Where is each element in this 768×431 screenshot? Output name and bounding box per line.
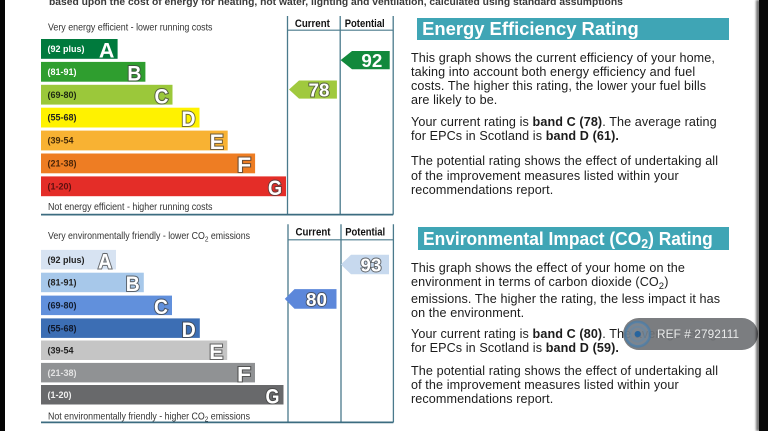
svg-text:Very environmentally friendly: Very environmentally friendly - lower CO… xyxy=(48,231,250,243)
svg-text:(92 plus): (92 plus) xyxy=(48,44,85,54)
svg-text:(1-20): (1-20) xyxy=(48,181,72,191)
svg-text:A: A xyxy=(99,39,115,63)
svg-text:Current: Current xyxy=(295,18,330,30)
svg-text:(21-38): (21-38) xyxy=(48,368,77,378)
svg-text:(55-68): (55-68) xyxy=(48,113,77,123)
svg-text:F: F xyxy=(237,362,251,386)
svg-text:C: C xyxy=(155,84,169,108)
svg-text:(21-38): (21-38) xyxy=(48,159,77,169)
svg-text:(69-80): (69-80) xyxy=(48,90,77,100)
svg-text:Not energy efficient - higher: Not energy efficient - higher running co… xyxy=(48,202,213,213)
svg-text:(55-68): (55-68) xyxy=(48,323,77,333)
svg-text:G: G xyxy=(268,176,282,200)
svg-text:E: E xyxy=(209,340,223,364)
svg-text:92: 92 xyxy=(361,50,382,71)
svg-text:G: G xyxy=(266,384,280,408)
svg-text:78: 78 xyxy=(309,80,330,101)
svg-text:Current: Current xyxy=(296,226,331,238)
svg-text:F: F xyxy=(237,153,251,177)
svg-text:(1-20): (1-20) xyxy=(48,390,72,400)
svg-text:(81-91): (81-91) xyxy=(48,67,77,77)
svg-text:80: 80 xyxy=(306,289,327,310)
svg-text:(92 plus): (92 plus) xyxy=(48,255,85,265)
svg-text:C: C xyxy=(154,295,168,319)
svg-text:E: E xyxy=(210,130,224,154)
svg-text:Not environmentally friendly -: Not environmentally friendly - higher CO… xyxy=(48,411,250,423)
svg-text:(39-54: (39-54 xyxy=(48,345,74,355)
svg-text:Potential: Potential xyxy=(345,18,385,30)
svg-text:B: B xyxy=(127,61,141,85)
svg-text:(39-54: (39-54 xyxy=(48,136,74,146)
svg-text:D: D xyxy=(182,318,196,342)
svg-text:B: B xyxy=(126,272,140,296)
svg-text:(81-91): (81-91) xyxy=(48,278,77,288)
svg-text:93: 93 xyxy=(361,255,382,276)
svg-text:(69-80): (69-80) xyxy=(48,300,77,310)
svg-text:A: A xyxy=(98,249,112,273)
svg-text:D: D xyxy=(182,107,196,131)
svg-text:Potential: Potential xyxy=(345,226,385,238)
svg-text:Very energy efficient - lower: Very energy efficient - lower running co… xyxy=(48,22,213,33)
